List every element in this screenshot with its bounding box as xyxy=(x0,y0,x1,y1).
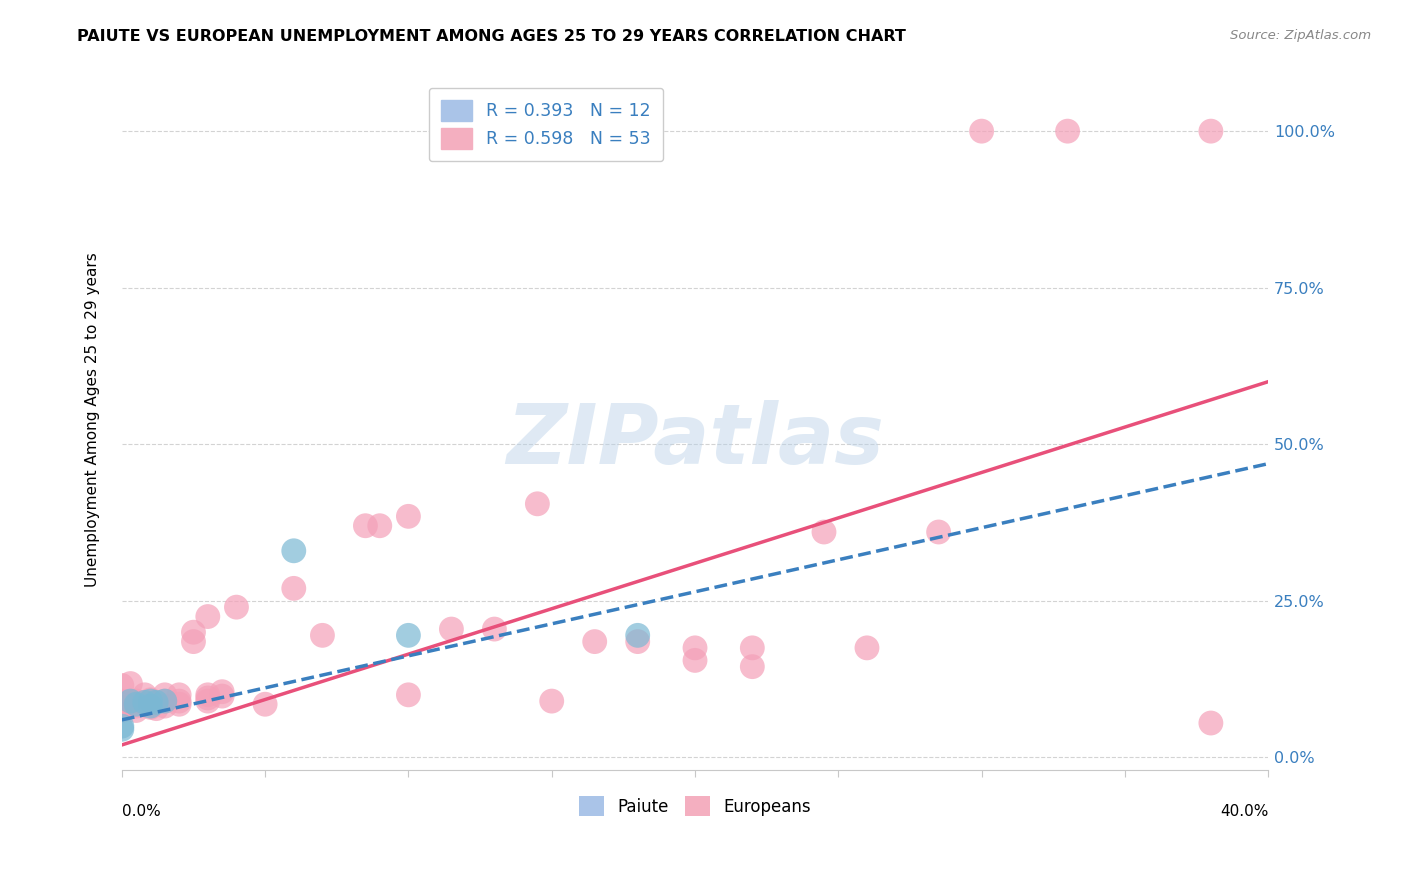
Point xyxy=(484,622,506,636)
Point xyxy=(311,628,333,642)
Point xyxy=(120,676,142,690)
Point xyxy=(440,622,463,636)
Point xyxy=(813,524,835,539)
Point xyxy=(145,701,167,715)
Text: 40.0%: 40.0% xyxy=(1220,805,1268,820)
Text: 0.0%: 0.0% xyxy=(122,805,160,820)
Text: PAIUTE VS EUROPEAN UNEMPLOYMENT AMONG AGES 25 TO 29 YEARS CORRELATION CHART: PAIUTE VS EUROPEAN UNEMPLOYMENT AMONG AG… xyxy=(77,29,907,44)
Point xyxy=(1199,124,1222,138)
Point xyxy=(134,695,156,709)
Point xyxy=(125,704,148,718)
Point xyxy=(1199,716,1222,731)
Point xyxy=(139,698,162,712)
Point xyxy=(396,688,419,702)
Legend: Paiute, Europeans: Paiute, Europeans xyxy=(571,788,820,825)
Point xyxy=(396,628,419,642)
Point xyxy=(283,543,305,558)
Point xyxy=(1056,124,1078,138)
Point xyxy=(856,640,879,655)
Point xyxy=(197,688,219,702)
Point xyxy=(125,698,148,712)
Point xyxy=(970,124,993,138)
Point xyxy=(145,695,167,709)
Point xyxy=(211,689,233,703)
Point xyxy=(153,699,176,714)
Point xyxy=(167,688,190,702)
Point xyxy=(627,628,650,642)
Point xyxy=(139,693,162,707)
Point xyxy=(111,694,134,708)
Point xyxy=(111,678,134,692)
Point xyxy=(197,609,219,624)
Point xyxy=(111,723,134,737)
Point xyxy=(225,600,247,615)
Point xyxy=(254,698,277,712)
Y-axis label: Unemployment Among Ages 25 to 29 years: Unemployment Among Ages 25 to 29 years xyxy=(86,252,100,587)
Point xyxy=(111,719,134,733)
Point xyxy=(153,694,176,708)
Point xyxy=(583,634,606,648)
Point xyxy=(153,694,176,708)
Point xyxy=(197,690,219,705)
Point xyxy=(741,659,763,673)
Text: ZIPatlas: ZIPatlas xyxy=(506,400,884,481)
Point xyxy=(111,700,134,714)
Point xyxy=(627,634,650,648)
Point xyxy=(139,700,162,714)
Point xyxy=(153,688,176,702)
Point xyxy=(167,694,190,708)
Point xyxy=(354,518,377,533)
Point xyxy=(139,699,162,714)
Point xyxy=(134,688,156,702)
Point xyxy=(683,653,706,667)
Point xyxy=(183,625,205,640)
Point xyxy=(139,694,162,708)
Text: Source: ZipAtlas.com: Source: ZipAtlas.com xyxy=(1230,29,1371,42)
Point xyxy=(741,640,763,655)
Point xyxy=(125,694,148,708)
Point xyxy=(526,497,548,511)
Point xyxy=(211,684,233,698)
Point xyxy=(396,509,419,524)
Point xyxy=(120,694,142,708)
Point xyxy=(111,704,134,718)
Point xyxy=(167,698,190,712)
Point xyxy=(197,694,219,708)
Point xyxy=(183,634,205,648)
Point xyxy=(368,518,391,533)
Point xyxy=(683,640,706,655)
Point xyxy=(125,699,148,714)
Point xyxy=(928,524,950,539)
Point xyxy=(283,582,305,596)
Point xyxy=(540,694,562,708)
